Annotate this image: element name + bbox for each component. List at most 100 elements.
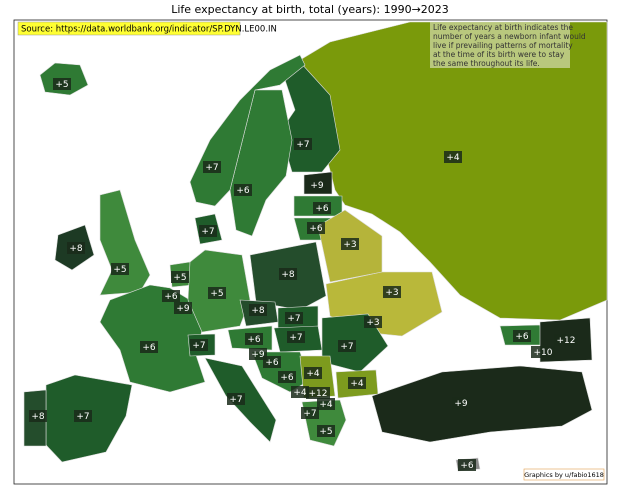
note-line: at the time of its birth were to stay	[433, 50, 565, 59]
region-label: +5	[113, 265, 126, 275]
label-bg	[249, 348, 267, 360]
label-bg	[111, 263, 129, 275]
region-label: +7	[287, 314, 300, 324]
region-label: +6	[265, 358, 279, 368]
label-bg	[307, 222, 325, 234]
region-label: +7	[192, 341, 205, 351]
label-bg	[67, 242, 85, 254]
label-bg	[174, 302, 192, 314]
labels: +5+7+6+7+4+9+6+6+7+8+5+3+8+5+6+9+5 +3+8+7…	[29, 78, 578, 471]
region-label: +9	[176, 304, 190, 314]
label-bg	[301, 407, 319, 419]
region-label: +6	[164, 292, 178, 302]
label-bg	[313, 202, 331, 214]
region-label: +8	[281, 270, 295, 280]
note-line: Life expectancy at birth indicates the	[433, 23, 573, 32]
region-label: +7	[289, 333, 302, 343]
label-bg	[444, 151, 462, 163]
region-label: +6	[309, 224, 323, 234]
region-label: +4	[350, 379, 364, 389]
label-bg	[308, 179, 326, 191]
region-label: +9	[454, 399, 468, 409]
label-bg	[29, 410, 47, 422]
land	[23, 21, 608, 472]
label-bg	[234, 184, 252, 196]
label-bg	[245, 333, 263, 345]
label-bg	[291, 386, 309, 398]
label-bg	[306, 387, 330, 399]
region-label: +12	[557, 336, 576, 346]
label-bg	[317, 425, 335, 437]
label-bg	[279, 268, 297, 280]
label-bg	[304, 367, 322, 379]
source: Source: https://data.worldbank.org/indic…	[21, 25, 277, 35]
region-label: +8	[251, 306, 265, 316]
region-label: +4	[446, 153, 460, 163]
title: Life expectancy at birth, total (years):…	[171, 3, 449, 16]
label-bg	[287, 331, 305, 343]
label-bg	[338, 340, 356, 352]
region-label: +7	[303, 409, 316, 419]
region-label: +6	[142, 343, 156, 353]
credit-box	[523, 468, 605, 481]
label-bg	[140, 341, 158, 353]
label-bg	[348, 377, 366, 389]
label-bg	[227, 393, 245, 405]
source-box	[17, 21, 241, 36]
region-label: +6	[247, 335, 261, 345]
label-bg	[74, 410, 92, 422]
region-label: +3	[385, 288, 398, 298]
label-bg	[513, 330, 531, 342]
label-bg	[531, 346, 555, 358]
region-label: +9	[251, 350, 265, 360]
note-line: number of years a newborn infant would	[433, 32, 586, 41]
region-label: +7	[229, 395, 242, 405]
note-box	[430, 22, 570, 68]
region-label: +4	[306, 369, 320, 379]
label-bg	[278, 371, 296, 383]
region-label: +6	[315, 204, 329, 214]
region-label: +6	[460, 461, 474, 471]
region-label: +5	[210, 289, 223, 299]
region-label: +12	[309, 389, 328, 399]
region-label: +4	[293, 388, 307, 398]
label-bg	[53, 78, 71, 90]
region-label: +8	[69, 244, 83, 254]
label-bg	[383, 286, 401, 298]
region-label: +6	[236, 186, 250, 196]
note-line: the same throughout its life.	[433, 59, 540, 68]
label-bg	[208, 287, 226, 299]
label-bg	[162, 290, 180, 302]
region-label: +9	[310, 181, 324, 191]
label-bg	[203, 161, 221, 173]
label-bg	[364, 316, 382, 328]
label-bg	[190, 339, 208, 351]
label-bg	[285, 312, 303, 324]
region-label: +3	[343, 240, 356, 250]
label-bg	[263, 356, 281, 368]
region-label: +5	[55, 80, 68, 90]
label-bg	[317, 398, 335, 410]
label-bg	[452, 397, 470, 409]
note: Life expectancy at birth indicates thenu…	[433, 23, 586, 68]
region-label: +7	[340, 342, 353, 352]
label-bg	[171, 271, 189, 283]
region-label: +7	[205, 163, 218, 173]
region-label: +6	[515, 332, 529, 342]
label-bg	[199, 225, 217, 237]
region-label: +6	[280, 373, 294, 383]
region-label: +3	[366, 318, 379, 328]
label-bg	[554, 334, 578, 346]
region-label: +5	[173, 273, 186, 283]
label-bg	[458, 459, 476, 471]
region-label: +7	[296, 140, 309, 150]
region-label: +8	[31, 412, 45, 422]
region-label: +7	[201, 227, 214, 237]
label-bg	[249, 304, 267, 316]
credit: Graphics by u/fabio1618	[524, 471, 604, 479]
region-label: +10	[534, 348, 553, 358]
region-label: +5	[319, 427, 332, 437]
label-bg	[341, 238, 359, 250]
label-bg	[294, 138, 312, 150]
